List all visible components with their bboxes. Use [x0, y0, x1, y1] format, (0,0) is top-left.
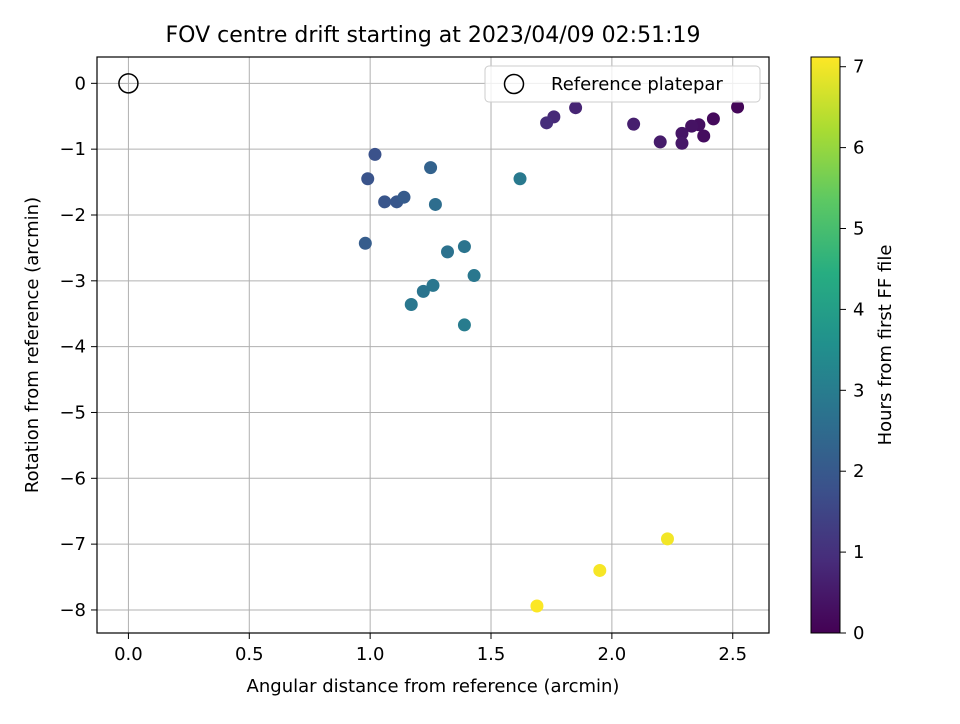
x-tick-label: 2.0 — [598, 644, 627, 665]
scatter-point — [361, 172, 375, 186]
scatter-point — [378, 195, 392, 209]
colorbar-tick-label: 7 — [853, 57, 864, 78]
y-axis-ticks: 0 −1 −2 −3 −4 −5 −6 −7 −8 — [59, 73, 97, 621]
scatter-point — [593, 563, 607, 577]
y-tick-label: −5 — [59, 402, 86, 423]
scatter-point — [685, 119, 699, 133]
x-axis-label: Angular distance from reference (arcmin) — [247, 676, 620, 697]
plot-frame — [96, 56, 770, 634]
x-axis-ticks: 0.0 0.5 1.0 1.5 2.0 2.5 — [114, 633, 747, 665]
y-tick-label: −3 — [59, 271, 86, 292]
scatter-point — [675, 126, 689, 140]
scatter-point — [540, 116, 554, 130]
scatter-point — [428, 197, 442, 211]
scatter-point — [457, 318, 471, 332]
reference-platepar-marker — [118, 73, 139, 94]
colorbar-label: Hours from first FF file — [875, 245, 896, 446]
scatter-point — [731, 100, 745, 114]
scatter-point — [358, 236, 372, 250]
legend: Reference platepar — [484, 65, 761, 103]
legend-box — [484, 65, 761, 103]
y-tick-label: −6 — [59, 468, 86, 489]
y-tick-label: −7 — [59, 534, 86, 555]
colorbar-tick-label: 2 — [853, 461, 864, 482]
chart-title: FOV centre drift starting at 2023/04/09 … — [166, 23, 701, 48]
grid-lines — [97, 57, 769, 633]
scatter-point — [441, 245, 455, 259]
legend-entry-reference: Reference platepar — [551, 74, 723, 95]
colorbar-gradient — [810, 56, 841, 634]
colorbar-tick-label: 4 — [853, 299, 864, 320]
scatter-point — [404, 298, 418, 312]
colorbar-tick-label: 0 — [853, 623, 864, 644]
scatter-point — [416, 284, 430, 298]
y-tick-label: −8 — [59, 600, 86, 621]
colorbar-tick-label: 3 — [853, 380, 864, 401]
x-tick-label: 0.0 — [114, 644, 143, 665]
scatter-point — [457, 240, 471, 254]
scatter-point — [660, 532, 674, 546]
scatter-point — [675, 136, 689, 150]
scatter-point — [569, 101, 583, 115]
scatter-point — [697, 129, 711, 143]
reference-marker-group — [118, 73, 139, 94]
scatter-point — [653, 135, 667, 149]
scatter-point — [424, 161, 438, 175]
x-tick-label: 1.5 — [477, 644, 506, 665]
scatter-point — [530, 599, 544, 613]
y-tick-label: −4 — [59, 337, 86, 358]
scatter-point — [426, 278, 440, 292]
legend-marker-icon — [503, 73, 525, 95]
x-tick-label: 0.5 — [235, 644, 264, 665]
scatter-point — [397, 190, 411, 204]
scatter-point — [513, 172, 527, 186]
y-tick-label: 0 — [75, 73, 86, 94]
scatter-point — [706, 112, 720, 126]
x-tick-label: 1.0 — [356, 644, 385, 665]
colorbar-tick-label: 5 — [853, 219, 864, 240]
scatter-points — [358, 100, 745, 613]
scatter-point — [627, 117, 641, 131]
colorbar-tick-label: 6 — [853, 138, 864, 159]
y-axis-label: Rotation from reference (arcmin) — [22, 197, 43, 493]
colorbar-tick-label: 1 — [853, 542, 864, 563]
y-tick-label: −1 — [59, 139, 86, 160]
y-tick-label: −2 — [59, 205, 86, 226]
x-tick-label: 2.5 — [718, 644, 747, 665]
colorbar: 0 1 2 3 4 5 6 7 Hours from first FF file — [810, 56, 896, 644]
scatter-point — [368, 147, 382, 161]
colorbar-ticks: 0 1 2 3 4 5 6 7 — [840, 57, 864, 644]
scatter-point — [467, 269, 481, 283]
